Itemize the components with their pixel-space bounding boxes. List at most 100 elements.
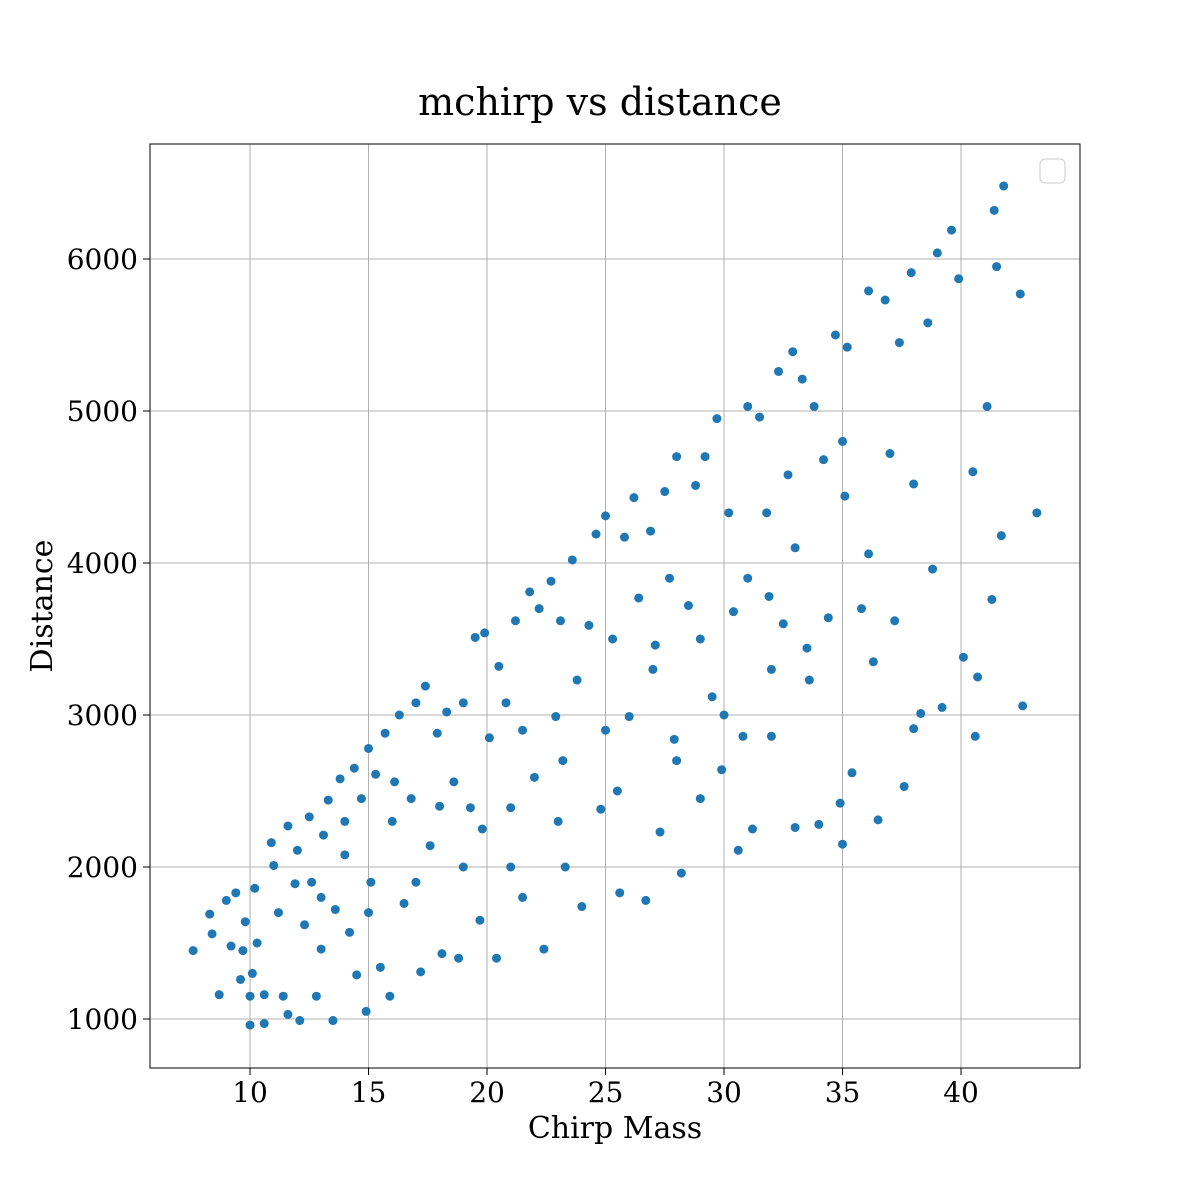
point [747,824,757,834]
x-tick-label: 15 [351,1076,387,1109]
point [691,480,701,490]
point [247,968,257,978]
point [790,543,800,553]
point [868,657,878,667]
point [283,1009,293,1019]
point [188,946,198,956]
point [226,941,236,951]
point [330,905,340,915]
point [712,414,722,424]
point [790,822,800,832]
point [655,827,665,837]
point [420,681,430,691]
point [432,728,442,738]
point [259,1019,269,1029]
point [470,632,480,642]
point [683,601,693,611]
point [729,607,739,617]
point [551,712,561,722]
point [480,628,490,638]
point [856,604,866,614]
point [316,892,326,902]
point [394,710,404,720]
point [236,974,246,984]
point [356,794,366,804]
y-tick-label: 4000 [67,547,138,580]
point [923,318,933,328]
point [1015,289,1025,299]
point [842,342,852,352]
point [567,555,577,565]
point [259,990,269,1000]
point [665,573,675,583]
point [958,652,968,662]
x-tick-label: 25 [588,1076,624,1109]
point [624,712,634,722]
point [743,401,753,411]
y-tick-label: 5000 [67,395,138,428]
point [295,1016,305,1026]
x-tick-label: 40 [943,1076,979,1109]
point [847,768,857,778]
point [340,850,350,860]
point [437,949,447,959]
point [252,938,262,948]
point [375,962,385,972]
point [316,944,326,954]
point [328,1016,338,1026]
point [802,643,812,653]
point [894,338,904,348]
point [245,1020,255,1030]
point [650,640,660,650]
point [809,401,819,411]
point [266,838,276,848]
point [738,731,748,741]
point [484,733,494,743]
point [916,708,926,718]
point [823,613,833,623]
axes-frame [149,143,1081,1069]
point [885,449,895,459]
point [361,1006,371,1016]
point [385,991,395,1001]
point [416,967,426,977]
point [411,877,421,887]
point [672,756,682,766]
point [970,731,980,741]
point [475,915,485,925]
point [458,698,468,708]
point [724,508,734,518]
point [449,777,459,787]
point [973,672,983,682]
point [555,616,565,626]
point [695,634,705,644]
point [717,765,727,775]
point [323,795,333,805]
point [764,591,774,601]
point [778,619,788,629]
point [207,929,217,939]
point [245,991,255,1001]
point [947,225,957,235]
point [465,803,475,813]
point [273,908,283,918]
legend [1039,158,1066,184]
y-tick-label: 3000 [67,699,138,732]
point [909,724,919,734]
point [214,990,224,1000]
point [231,888,241,898]
point [292,845,302,855]
x-tick-label: 10 [232,1076,268,1109]
point [304,812,314,822]
point [1032,508,1042,518]
point [762,508,772,518]
point [435,801,445,811]
point [390,777,400,787]
point [221,895,231,905]
point [733,845,743,855]
point [700,452,710,462]
point [577,902,587,912]
point [695,794,705,804]
point [364,908,374,918]
